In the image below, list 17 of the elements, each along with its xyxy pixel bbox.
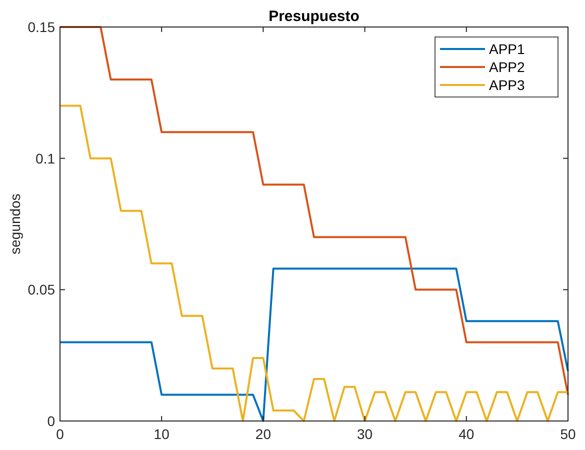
y-tick-label: 0 (47, 413, 56, 429)
line-series (59, 104, 569, 422)
line-series (59, 268, 569, 422)
y-tick-label: 0.15 (28, 19, 56, 35)
legend-label: APP1 (489, 41, 526, 57)
y-tick-label: 0.05 (28, 282, 56, 298)
chart-title: Presupuesto (268, 8, 360, 25)
x-tick-label: 50 (560, 426, 576, 442)
legend-label: APP3 (489, 77, 526, 93)
legend-label: APP2 (489, 59, 526, 75)
y-axis-title: segundos (7, 194, 23, 254)
x-tick-label: 10 (154, 426, 170, 442)
x-tick-label: 30 (357, 426, 373, 442)
x-tick-label: 20 (255, 426, 272, 442)
y-tick-label: 0.1 (36, 150, 56, 166)
x-tick-label: 40 (458, 426, 474, 442)
line-series (59, 26, 569, 396)
